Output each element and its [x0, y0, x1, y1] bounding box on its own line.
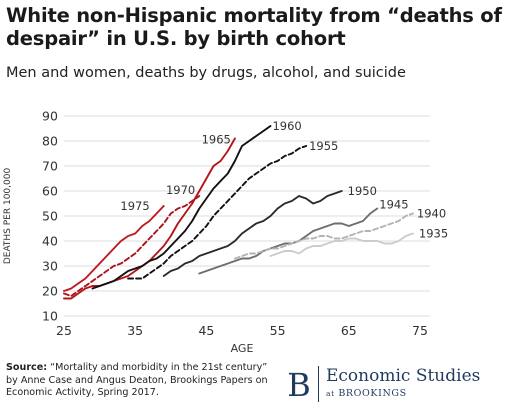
- series-label-1945: 1945: [379, 198, 408, 212]
- series-label-1955: 1955: [309, 139, 338, 153]
- series-line-1960: [91, 125, 272, 290]
- x-tick-label-25: 25: [56, 323, 72, 338]
- series-label-1970: 1970: [166, 183, 195, 197]
- chart-title: White non-Hispanic mortality from “death…: [6, 4, 502, 50]
- series-label-1975: 1975: [120, 199, 149, 213]
- series-line-1955: [127, 145, 308, 280]
- y-tick-label-10: 10: [42, 309, 58, 324]
- x-tick-label-55: 55: [270, 323, 286, 338]
- series-lines: [63, 125, 414, 300]
- y-tick-label-30: 30: [42, 259, 58, 274]
- y-tick-label-40: 40: [42, 234, 58, 249]
- source-label: Source:: [6, 362, 48, 373]
- brookings-logo: B: [287, 366, 311, 402]
- brand-letter: B: [287, 366, 311, 402]
- brand-at: at: [326, 389, 335, 398]
- source-text: “Mortality and morbidity in the 21st cen…: [6, 362, 268, 398]
- series-line-1975: [63, 205, 165, 292]
- series-line-1950: [162, 190, 343, 277]
- series-line-1970: [63, 195, 201, 297]
- y-tick-label-90: 90: [42, 109, 58, 124]
- series-label-1935: 1935: [419, 227, 448, 241]
- series-line-1935: [269, 232, 414, 257]
- brand-org: at BROOKINGS: [326, 388, 407, 399]
- y-axis-label: DEATHS PER 100,000: [3, 168, 13, 265]
- axes: 10 20 30 40 50 60 70 80 90 25 35 45 55 65 75 AGE DEATHS …: [3, 109, 428, 356]
- brand-org-name: BROOKINGS: [338, 388, 407, 399]
- y-tick-label-50: 50: [42, 209, 58, 224]
- y-tick-label-60: 60: [42, 184, 58, 199]
- y-tick-label-70: 70: [42, 159, 58, 174]
- series-label-1960: 1960: [272, 119, 301, 133]
- y-tick-label-20: 20: [42, 284, 58, 299]
- series-label-1940: 1940: [417, 207, 446, 221]
- x-tick-label-65: 65: [341, 323, 357, 338]
- x-tick-label-75: 75: [412, 323, 428, 338]
- x-tick-label-35: 35: [127, 323, 143, 338]
- x-axis-label: AGE: [231, 342, 254, 355]
- y-tick-label-80: 80: [42, 134, 58, 149]
- source-note: Source: “Mortality and morbidity in the …: [6, 362, 276, 400]
- x-tick-label-45: 45: [198, 323, 214, 338]
- series-label-1950: 1950: [348, 184, 377, 198]
- brand-name: Economic Studies: [326, 366, 481, 386]
- series-line-1945: [198, 207, 379, 275]
- series-line-1940: [233, 212, 414, 260]
- brand-divider: [318, 366, 319, 402]
- chart-subtitle: Men and women, deaths by drugs, alcohol,…: [6, 65, 406, 81]
- grid: [64, 115, 430, 317]
- series-label-1965: 1965: [202, 133, 231, 147]
